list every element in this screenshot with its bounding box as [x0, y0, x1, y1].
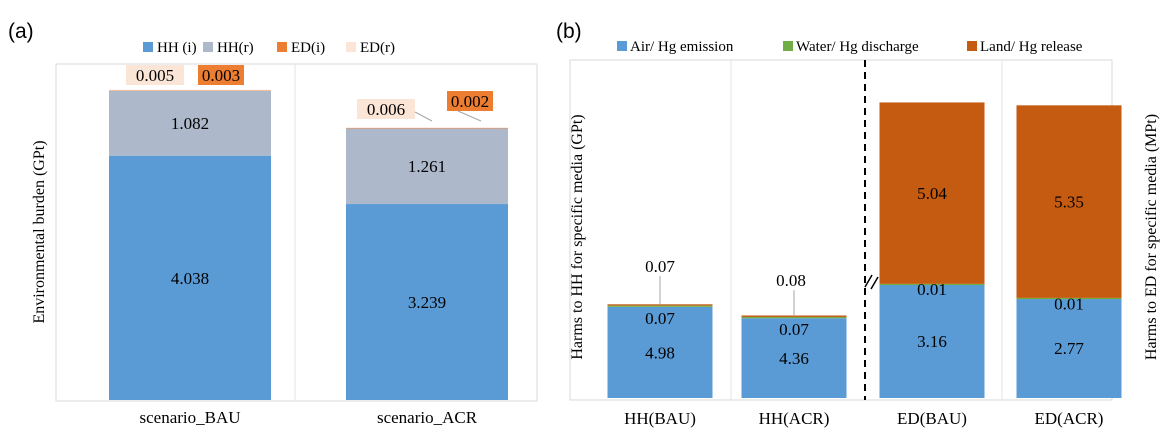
- axis-break-mark-2: [870, 276, 879, 290]
- data-label-water-hg-discharge-hh-bau: 0.07: [645, 309, 675, 328]
- chart-a: Environmental burden (GPt) HH (i) HH(r) ED(…: [31, 40, 538, 427]
- bar-air-hg-emission-ed-acr: [1016, 298, 1122, 398]
- bar-hh-r-scenario-acr: [346, 127, 508, 205]
- callout-leader-ed-r-scenario-acr: [414, 111, 433, 122]
- data-label-air-hg-emission-hh-bau: 4.98: [645, 343, 675, 362]
- legend-label-land-hg-release: Land/ Hg release: [980, 39, 1083, 55]
- legend-label-hh-i: HH (i): [157, 40, 197, 56]
- callout-box-ed-r-scenario-bau: [126, 65, 184, 85]
- bar-water-hg-discharge-hh-bau: [607, 305, 713, 307]
- data-label-ed-r-scenario-acr: 0.006: [367, 100, 405, 119]
- x-tick-label-ed-bau: ED(BAU): [897, 409, 967, 428]
- legend-swatch-ed-i: [277, 42, 287, 52]
- bar-hh-i-scenario-acr: [346, 204, 508, 400]
- bar-land-hg-release-ed-bau: [879, 102, 985, 284]
- data-label-water-hg-discharge-ed-acr: 0.01: [1054, 294, 1084, 313]
- data-label-hh-r-scenario-bau: 1.082: [171, 114, 209, 133]
- bar-air-hg-emission-hh-bau: [607, 306, 713, 398]
- data-label-ed-i-scenario-acr: 0.002: [451, 92, 489, 111]
- chart-b: Harms to HH for specific media (GPt) Harm…: [569, 39, 1160, 428]
- data-label-ed-r-scenario-bau: 0.005: [136, 66, 174, 85]
- data-label-air-hg-emission-ed-bau: 3.16: [917, 332, 947, 351]
- bar-ed-r-scenario-acr: [346, 127, 508, 129]
- legend-swatch-ed-r: [346, 42, 356, 52]
- legend-label-ed-i: ED(i): [291, 40, 325, 56]
- y-axis-title-right-b: Harms to ED for specific media (MPt): [1143, 114, 1160, 360]
- x-tick-label-ed-acr: ED(ACR): [1035, 409, 1104, 428]
- data-label-hh-r-scenario-acr: 1.261: [408, 157, 446, 176]
- data-label-land-hg-release-ed-bau: 5.04: [917, 184, 947, 203]
- panel-a-label: (a): [8, 20, 34, 43]
- callout-box-ed-r-scenario-acr: [357, 99, 415, 119]
- data-label-air-hg-emission-ed-acr: 2.77: [1054, 339, 1084, 358]
- y-axis-title-left-b: Harms to HH for specific media (GPt): [569, 114, 586, 359]
- data-label-air-hg-emission-hh-acr: 4.36: [779, 349, 809, 368]
- bar-air-hg-emission-hh-acr: [741, 318, 847, 398]
- data-label-land-hg-release-hh-acr: 0.08: [776, 271, 806, 290]
- legend-swatch-air-hg-emission: [617, 41, 627, 51]
- bar-land-hg-release-hh-bau: [607, 304, 713, 306]
- bar-water-hg-discharge-ed-bau: [879, 283, 985, 286]
- bar-air-hg-emission-ed-bau: [879, 284, 985, 398]
- axis-break-mark-1: [864, 274, 873, 288]
- legend-swatch-hh-r: [203, 42, 213, 52]
- data-label-land-hg-release-ed-acr: 5.35: [1054, 193, 1084, 212]
- y-axis-title-a: Environmental burden (GPt): [31, 140, 48, 323]
- x-tick-label-scenario-acr: scenario_ACR: [377, 408, 478, 427]
- panel-b-label: (b): [556, 20, 582, 43]
- legend-label-water-hg-discharge: Water/ Hg discharge: [796, 39, 919, 55]
- x-tick-label-scenario-bau: scenario_BAU: [139, 408, 240, 427]
- legend-swatch-land-hg-release: [967, 41, 977, 51]
- x-tick-label-hh-bau: HH(BAU): [624, 409, 696, 428]
- data-label-water-hg-discharge-hh-acr: 0.07: [779, 320, 809, 339]
- bar-hh-i-scenario-bau: [109, 155, 271, 400]
- legend-swatch-hh-i: [143, 42, 153, 52]
- legend-swatch-water-hg-discharge: [783, 41, 793, 51]
- callout-box-ed-i-scenario-acr: [447, 91, 493, 111]
- x-tick-label-hh-acr: HH(ACR): [759, 409, 830, 428]
- legend-label-ed-r: ED(r): [360, 40, 395, 56]
- bar-water-hg-discharge-hh-acr: [741, 316, 847, 319]
- data-label-water-hg-discharge-ed-bau: 0.01: [917, 280, 947, 299]
- legend-label-hh-r: HH(r): [217, 40, 254, 56]
- callout-leader-ed-i-scenario-acr: [457, 110, 482, 122]
- data-label-land-hg-release-hh-bau: 0.07: [645, 257, 675, 276]
- callout-box-ed-i-scenario-bau: [198, 65, 244, 85]
- data-label-hh-i-scenario-acr: 3.239: [408, 293, 446, 312]
- data-label-hh-i-scenario-bau: 4.038: [171, 269, 209, 288]
- bar-hh-r-scenario-bau: [109, 90, 271, 156]
- legend-label-air-hg-emission: Air/ Hg emission: [630, 39, 734, 55]
- plot-frame-a: [55, 63, 538, 402]
- bar-water-hg-discharge-ed-acr: [1016, 297, 1122, 300]
- data-label-ed-i-scenario-bau: 0.003: [202, 66, 240, 85]
- bar-land-hg-release-ed-acr: [1016, 105, 1122, 298]
- bar-ed-r-scenario-bau: [109, 89, 271, 91]
